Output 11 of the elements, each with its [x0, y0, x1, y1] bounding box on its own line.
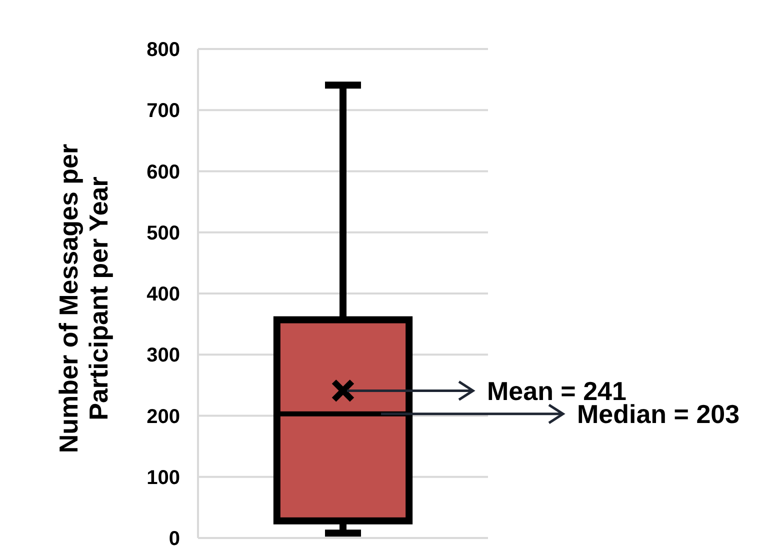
y-tick-label: 500: [146, 222, 180, 244]
y-tick-label: 700: [146, 100, 180, 122]
text: Median = 203: [577, 399, 740, 430]
y-tick-label: 200: [146, 406, 180, 428]
y-tick-label: 300: [146, 344, 180, 367]
y-tick-label: 600: [146, 161, 180, 184]
y-axis-title: Number of Messages per Participant per Year: [53, 144, 114, 454]
y-tick-label: 400: [146, 284, 180, 306]
y-tick-label: 800: [146, 39, 180, 61]
y-tick-label: 0: [168, 528, 180, 550]
y-tick-label: 100: [146, 466, 180, 489]
